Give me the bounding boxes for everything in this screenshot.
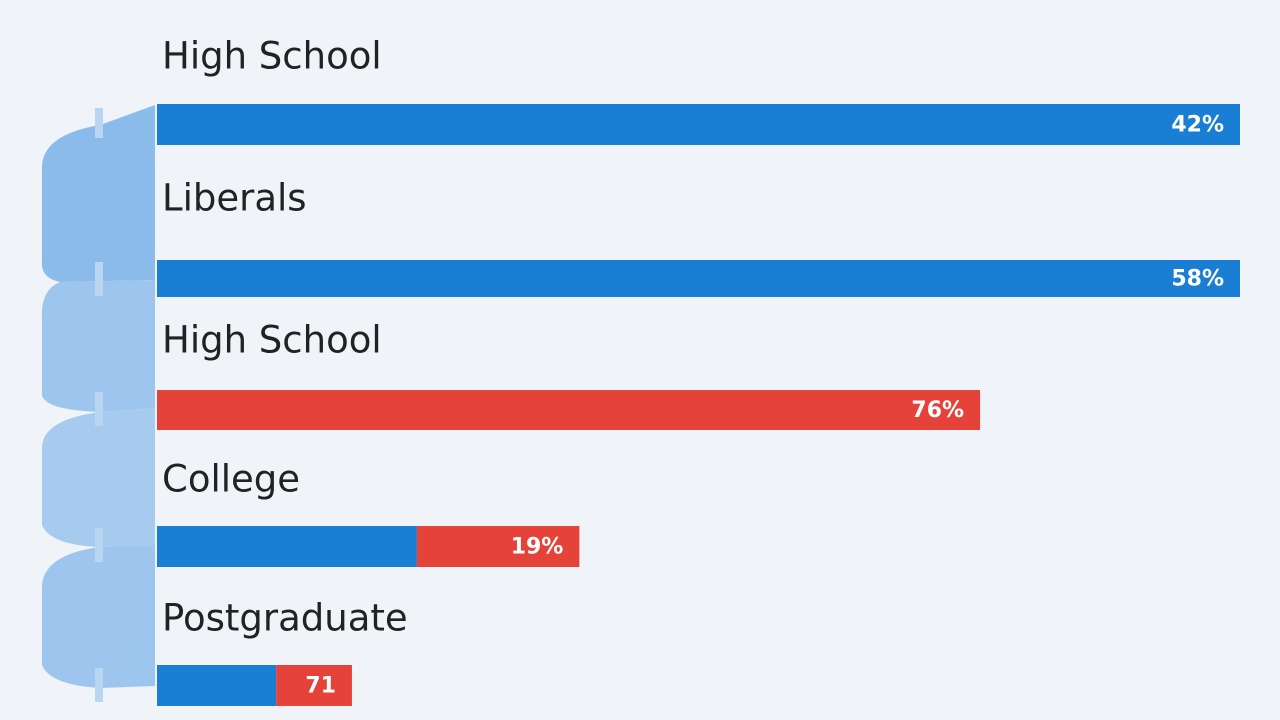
bar-segment bbox=[157, 260, 1240, 297]
bar-label: 71 bbox=[305, 674, 336, 699]
side-ribbon bbox=[41, 105, 156, 702]
bar-label: 76% bbox=[911, 398, 964, 423]
bar-segment bbox=[157, 104, 1240, 145]
bar-segment bbox=[276, 665, 352, 706]
category-label: High School bbox=[162, 319, 382, 362]
bar-label: 42% bbox=[1171, 113, 1224, 138]
bar-segment bbox=[416, 526, 580, 567]
bar-segment bbox=[157, 390, 981, 430]
category-label: Liberals bbox=[162, 177, 307, 220]
bar-label: 58% bbox=[1171, 267, 1224, 292]
bar-segment bbox=[157, 526, 417, 567]
bar-label: 19% bbox=[511, 535, 564, 560]
category-label: High School bbox=[162, 35, 382, 78]
bar-segment bbox=[157, 665, 277, 706]
category-label: Postgraduate bbox=[162, 597, 408, 640]
category-label: College bbox=[162, 458, 300, 501]
